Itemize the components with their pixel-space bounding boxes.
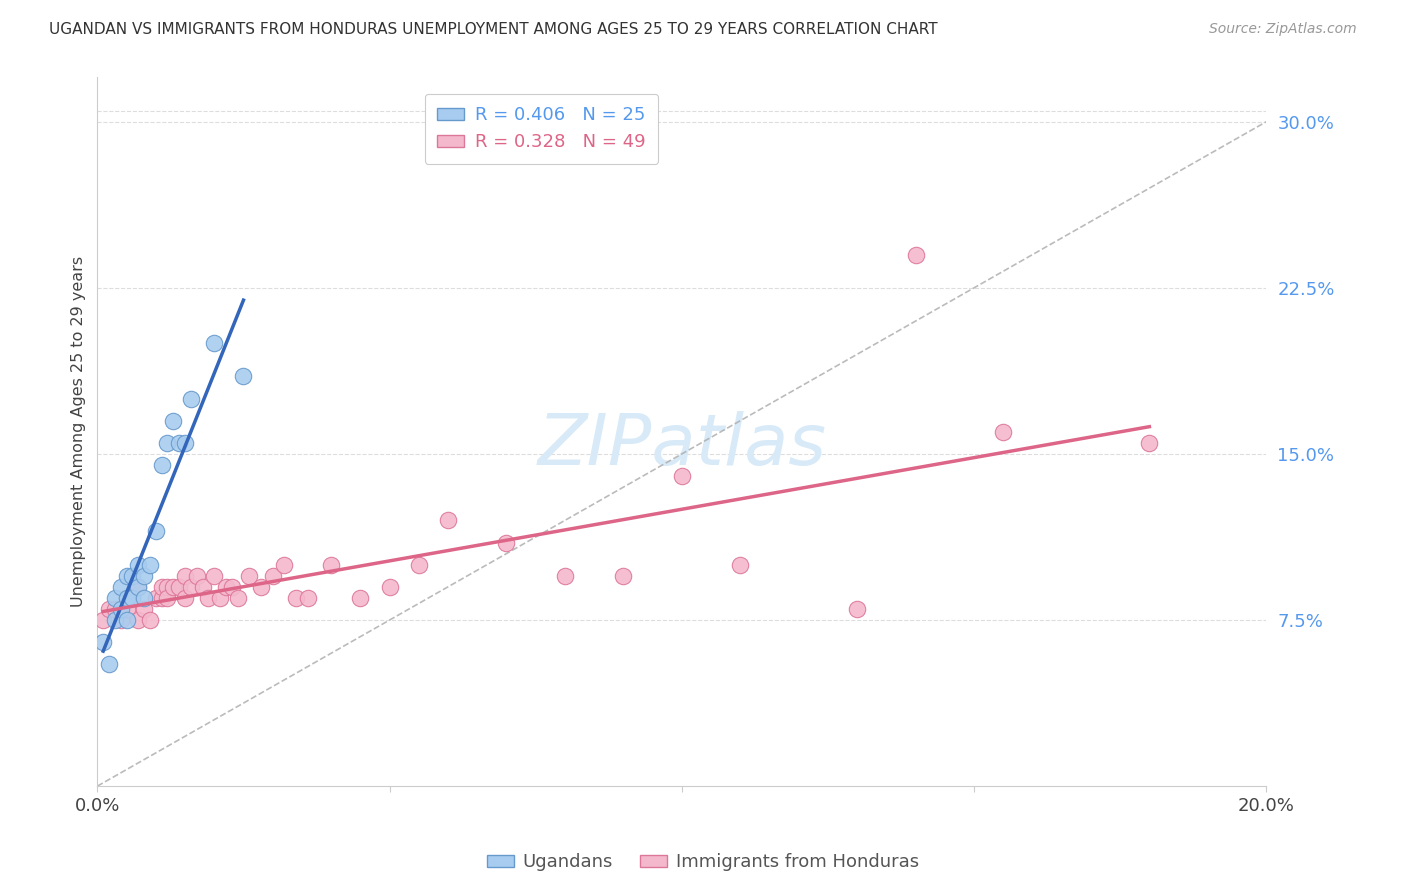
Point (297, 591, 319, 605)
Text: Source: ZipAtlas.com: Source: ZipAtlas.com (1209, 22, 1357, 37)
Point (437, 513, 460, 527)
Point (162, 580, 184, 594)
Point (904, 247, 927, 261)
Point (167, 580, 190, 594)
Text: ZIPatlas: ZIPatlas (537, 411, 827, 481)
Point (250, 580, 273, 594)
Point (215, 580, 238, 594)
Point (139, 558, 162, 572)
Point (202, 568, 225, 582)
Point (145, 524, 167, 539)
Point (110, 613, 132, 627)
Point (127, 580, 149, 594)
Point (115, 568, 138, 582)
Point (121, 568, 143, 582)
Point (671, 469, 693, 483)
Point (174, 435, 197, 450)
Point (150, 580, 173, 594)
Point (115, 591, 138, 605)
Point (132, 602, 155, 616)
Point (285, 591, 308, 605)
Point (186, 568, 208, 582)
Point (232, 369, 254, 384)
Point (197, 591, 219, 605)
Point (127, 580, 149, 594)
Point (273, 558, 295, 572)
Point (167, 435, 190, 450)
Point (728, 558, 751, 572)
Point (993, 425, 1015, 439)
Point (174, 591, 197, 605)
Point (104, 602, 127, 616)
Point (110, 602, 132, 616)
Point (321, 558, 343, 572)
Point (115, 591, 138, 605)
Point (262, 568, 284, 582)
Y-axis label: Unemployment Among Ages 25 to 29 years: Unemployment Among Ages 25 to 29 years (72, 256, 86, 607)
Point (378, 580, 401, 594)
Point (98, 657, 121, 672)
Point (612, 568, 634, 582)
Point (846, 602, 869, 616)
Point (127, 558, 149, 572)
Point (104, 591, 127, 605)
Point (121, 591, 143, 605)
Point (150, 591, 173, 605)
Point (132, 568, 155, 582)
Point (139, 613, 162, 627)
Point (127, 613, 149, 627)
Point (110, 580, 132, 594)
Point (202, 336, 225, 351)
Point (132, 591, 155, 605)
Point (209, 591, 232, 605)
Legend: R = 0.406   N = 25, R = 0.328   N = 49: R = 0.406 N = 25, R = 0.328 N = 49 (425, 94, 658, 164)
Point (174, 568, 197, 582)
Point (115, 613, 138, 627)
Point (238, 568, 260, 582)
Point (121, 591, 143, 605)
Point (191, 580, 214, 594)
Point (180, 580, 202, 594)
Point (495, 535, 517, 549)
Point (91, 635, 114, 649)
Point (162, 414, 184, 428)
Point (180, 392, 202, 406)
Point (115, 602, 138, 616)
Point (150, 458, 173, 472)
Point (104, 613, 127, 627)
Point (91, 613, 114, 627)
Point (221, 580, 243, 594)
Point (145, 591, 167, 605)
Point (408, 558, 430, 572)
Point (226, 591, 249, 605)
Point (156, 580, 179, 594)
Point (1137, 435, 1160, 450)
Point (349, 591, 371, 605)
Point (156, 591, 179, 605)
Point (156, 435, 179, 450)
Text: UGANDAN VS IMMIGRANTS FROM HONDURAS UNEMPLOYMENT AMONG AGES 25 TO 29 YEARS CORRE: UGANDAN VS IMMIGRANTS FROM HONDURAS UNEM… (49, 22, 938, 37)
Point (98, 602, 121, 616)
Legend: Ugandans, Immigrants from Honduras: Ugandans, Immigrants from Honduras (479, 847, 927, 879)
Point (554, 568, 576, 582)
